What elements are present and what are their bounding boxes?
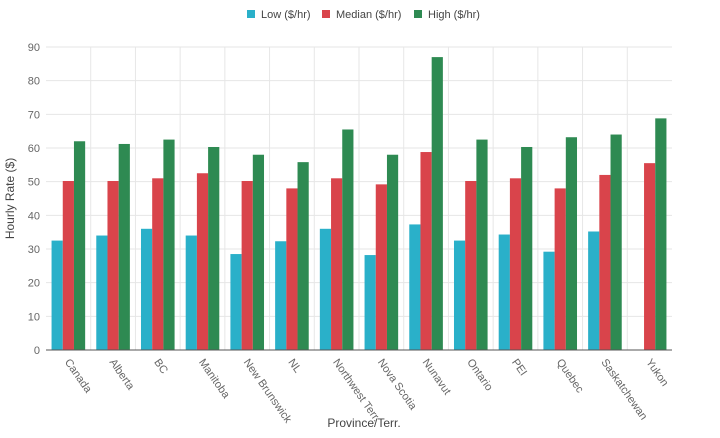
x-tick-label: Ontario [464,357,495,393]
bar-high-manitoba [208,146,220,350]
x-tick-label: Manitoba [196,357,232,402]
x-tick-label: Nova Scotia [375,357,419,413]
bar-low-manitoba [185,235,197,350]
x-tick-label: Yukon [643,357,670,389]
gridlines [46,46,672,350]
bar-low-quebec [543,251,555,350]
y-tick-label: 30 [28,244,40,256]
bar-median-alberta [107,180,119,350]
legend-label-low: Low ($/hr) [261,9,311,21]
legend-label-median: Median ($/hr) [336,9,401,21]
bar-median-nunavut [420,152,432,350]
bar-median-nova-scotia [375,184,387,350]
bar-low-ontario [453,240,466,350]
bar-high-nova-scotia [386,154,399,350]
bar-median-northwest-terr [331,178,343,350]
bar-high-saskatchewan [610,134,622,350]
bar-low-new-brunswick [230,254,242,350]
legend-swatch-low [247,10,255,18]
x-tick-label: BC [151,357,170,376]
x-tick-label: Canada [62,357,94,396]
y-tick-label: 10 [28,311,40,323]
bar-high-new-brunswick [252,154,265,350]
x-tick-label: Northwest Terr. [330,357,382,424]
bar-median-canada [62,180,74,350]
x-axis-title: Province/Terr. [327,416,400,430]
x-tick-label: Saskatchewan [598,357,649,422]
bar-low-pei [498,234,510,350]
bar-low-bc [140,228,153,350]
bar-median-new-brunswick [241,180,253,350]
y-tick-labels: 0 10 20 30 40 50 60 70 80 90 [28,42,40,357]
bar-high-bc [163,139,175,350]
bar-median-quebec [554,188,566,350]
y-axis-title: Hourly Rate ($) [3,158,17,239]
y-tick-label: 80 [28,76,40,88]
bar-low-nunavut [409,224,421,350]
bar-low-alberta [96,235,108,350]
bar-median-bc [152,178,164,350]
x-tick-label: Nunavut [420,357,453,397]
x-tick-label: Alberta [107,357,137,393]
bar-high-nunavut [431,57,443,350]
bar-median-saskatchewan [599,174,611,350]
bar-median-pei [509,178,522,350]
bar-high-ontario [476,139,488,350]
bar-high-canada [73,141,86,350]
bar-low-saskatchewan [588,231,600,350]
bar-low-nl [275,241,287,350]
x-tick-label: New Brunswick [241,357,294,426]
bar-high-quebec [565,137,578,350]
x-tick-label: NL [285,357,303,375]
x-tick-label: Quebec [554,357,586,396]
bars [51,57,667,350]
bar-high-northwest-terr [342,129,354,350]
bar-high-yukon [655,118,667,350]
bar-low-canada [51,240,63,350]
bar-median-manitoba [196,173,209,350]
bar-low-northwest-terr [319,228,332,350]
y-tick-label: 60 [28,143,40,155]
y-tick-label: 90 [28,42,40,54]
bar-high-pei [521,146,533,350]
bar-median-nl [286,188,298,350]
y-tick-label: 0 [34,345,40,357]
y-tick-label: 70 [28,109,40,121]
bar-high-alberta [118,143,130,350]
legend: Low ($/hr) Median ($/hr) High ($/hr) [247,9,480,21]
bar-low-nova-scotia [364,255,376,350]
bar-high-nl [297,162,309,350]
bar-median-yukon [644,163,656,350]
bar-median-ontario [465,180,477,350]
legend-label-high: High ($/hr) [428,9,480,21]
legend-swatch-median [322,10,330,18]
y-tick-label: 40 [28,210,40,222]
legend-swatch-high [414,10,422,18]
y-tick-label: 50 [28,177,40,189]
y-tick-label: 20 [28,278,40,290]
x-tick-label: PEI [509,357,529,378]
